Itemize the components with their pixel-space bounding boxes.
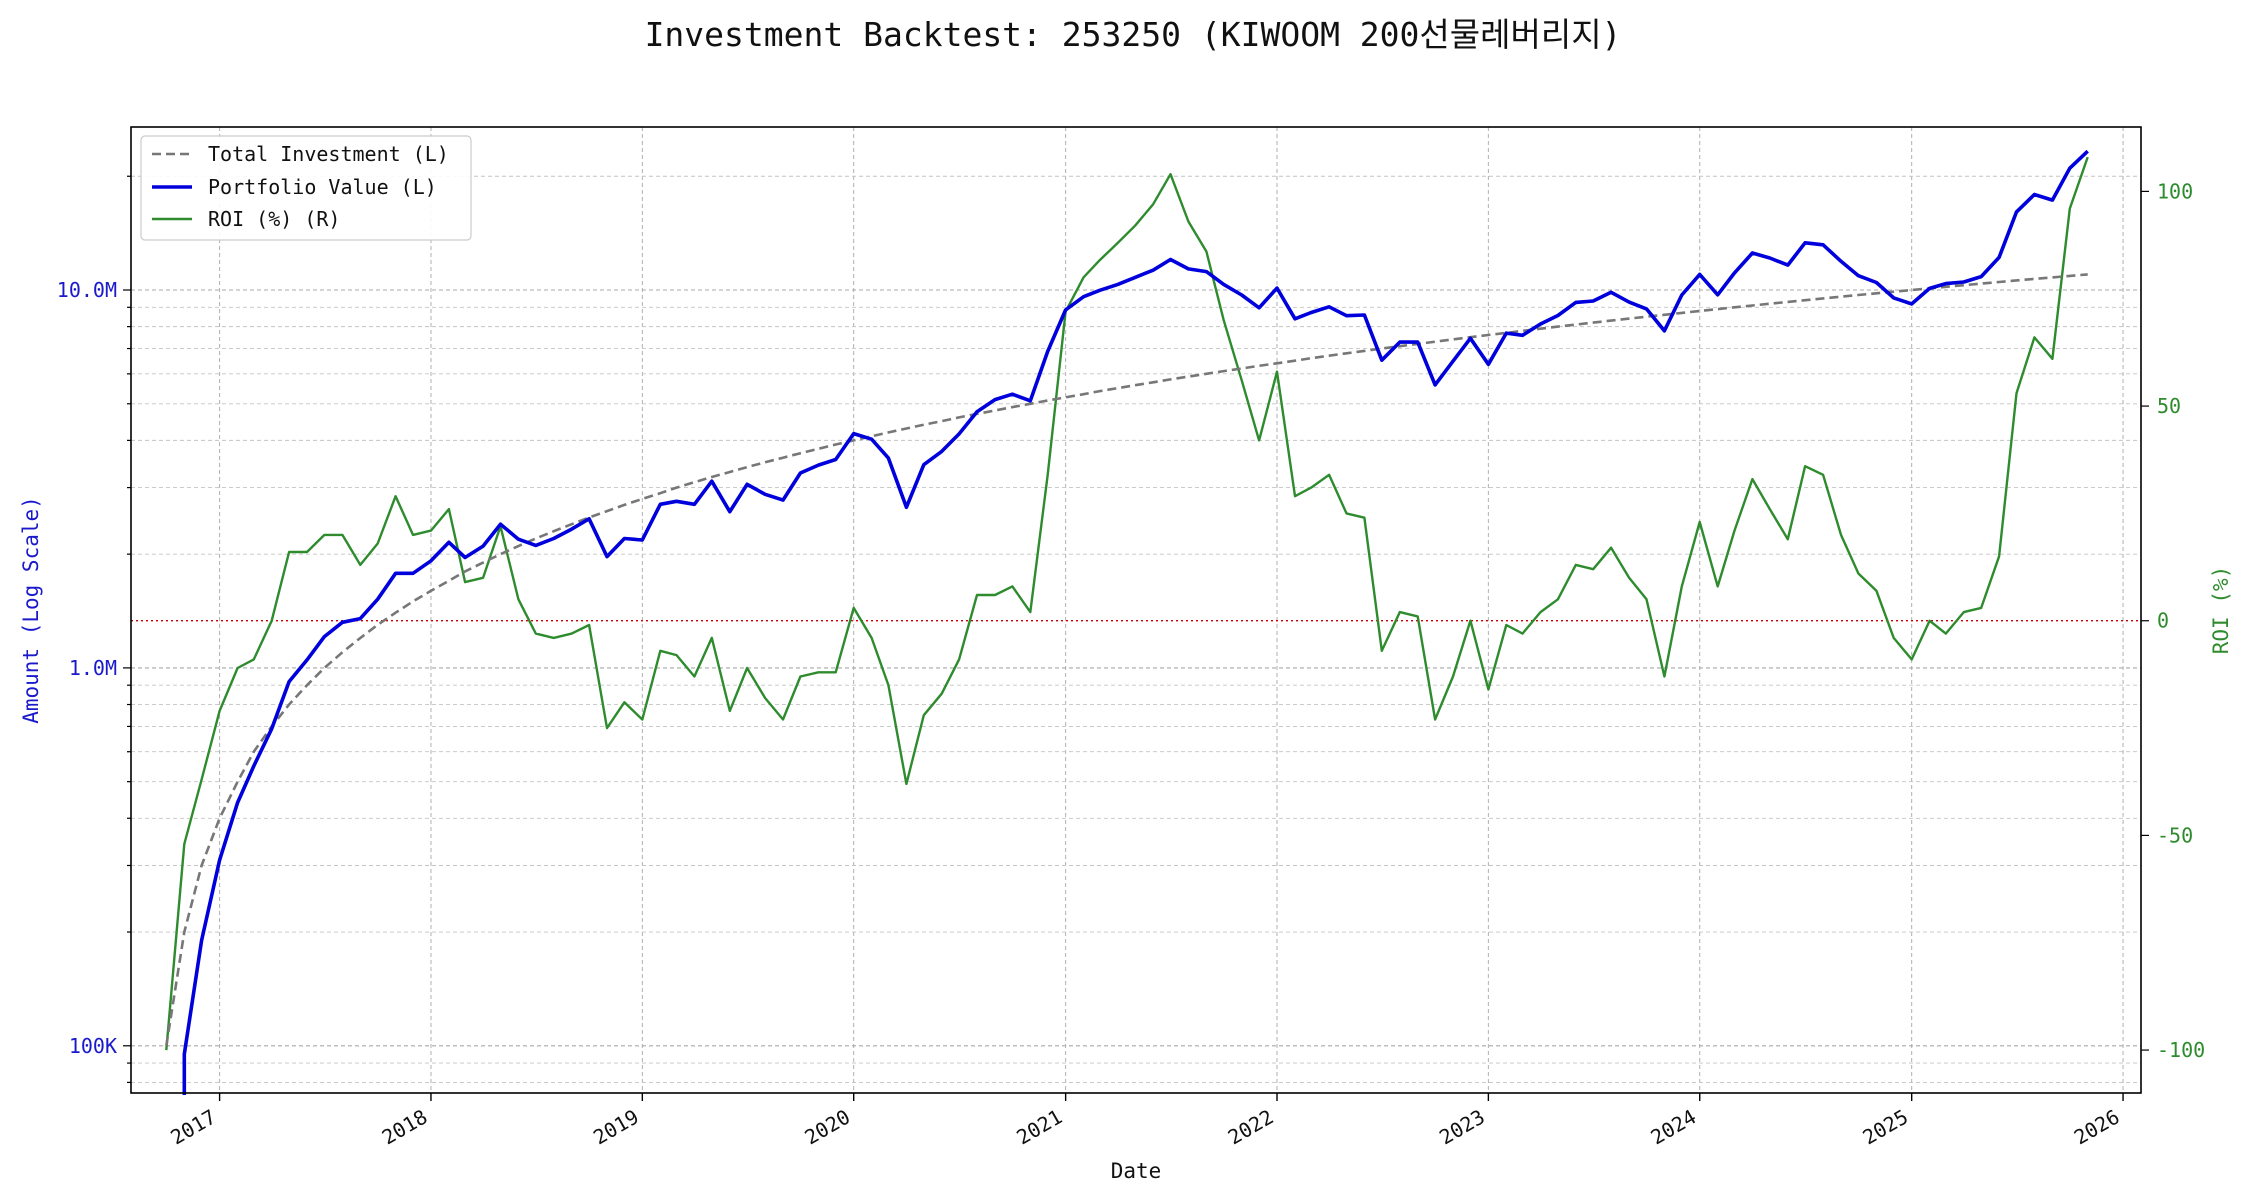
grid <box>131 127 2141 1093</box>
right-tick-label: 100 <box>2157 179 2193 203</box>
total-investment-line <box>165 273 2088 1047</box>
left-tick-label: 1.0M <box>69 656 117 680</box>
portfolio-value-line <box>182 149 2089 1095</box>
legend-box <box>140 135 472 241</box>
right-tick-label: -50 <box>2157 823 2193 847</box>
plot-frame <box>130 126 2142 1094</box>
legend-label-total-investment: Total Investment (L) <box>208 142 449 166</box>
right-y-axis-label: ROI (%) <box>2209 566 2233 655</box>
roi-line <box>165 156 2089 1051</box>
chart-title: Investment Backtest: 253250 (KIWOOM 200선… <box>645 15 1622 54</box>
right-tick-label: 0 <box>2157 609 2169 633</box>
left-tick-label: 10.0M <box>57 278 117 302</box>
series-lines <box>165 149 2089 1095</box>
legend-label-portfolio-value: Portfolio Value (L) <box>208 175 437 199</box>
right-tick-label: 50 <box>2157 394 2181 418</box>
left-y-axis: 100K 1.0M 10.0M <box>57 175 131 1084</box>
left-tick-label: 100K <box>69 1034 117 1058</box>
right-tick-label: -100 <box>2157 1038 2205 1062</box>
x-axis-label: Date <box>1111 1159 1162 1183</box>
right-y-axis: -100 -50 0 50 100 <box>2141 179 2205 1062</box>
legend: Total Investment (L) Portfolio Value (L)… <box>140 135 472 241</box>
left-y-axis-label: Amount (Log Scale) <box>19 496 43 724</box>
legend-label-roi: ROI (%) (R) <box>208 207 340 231</box>
